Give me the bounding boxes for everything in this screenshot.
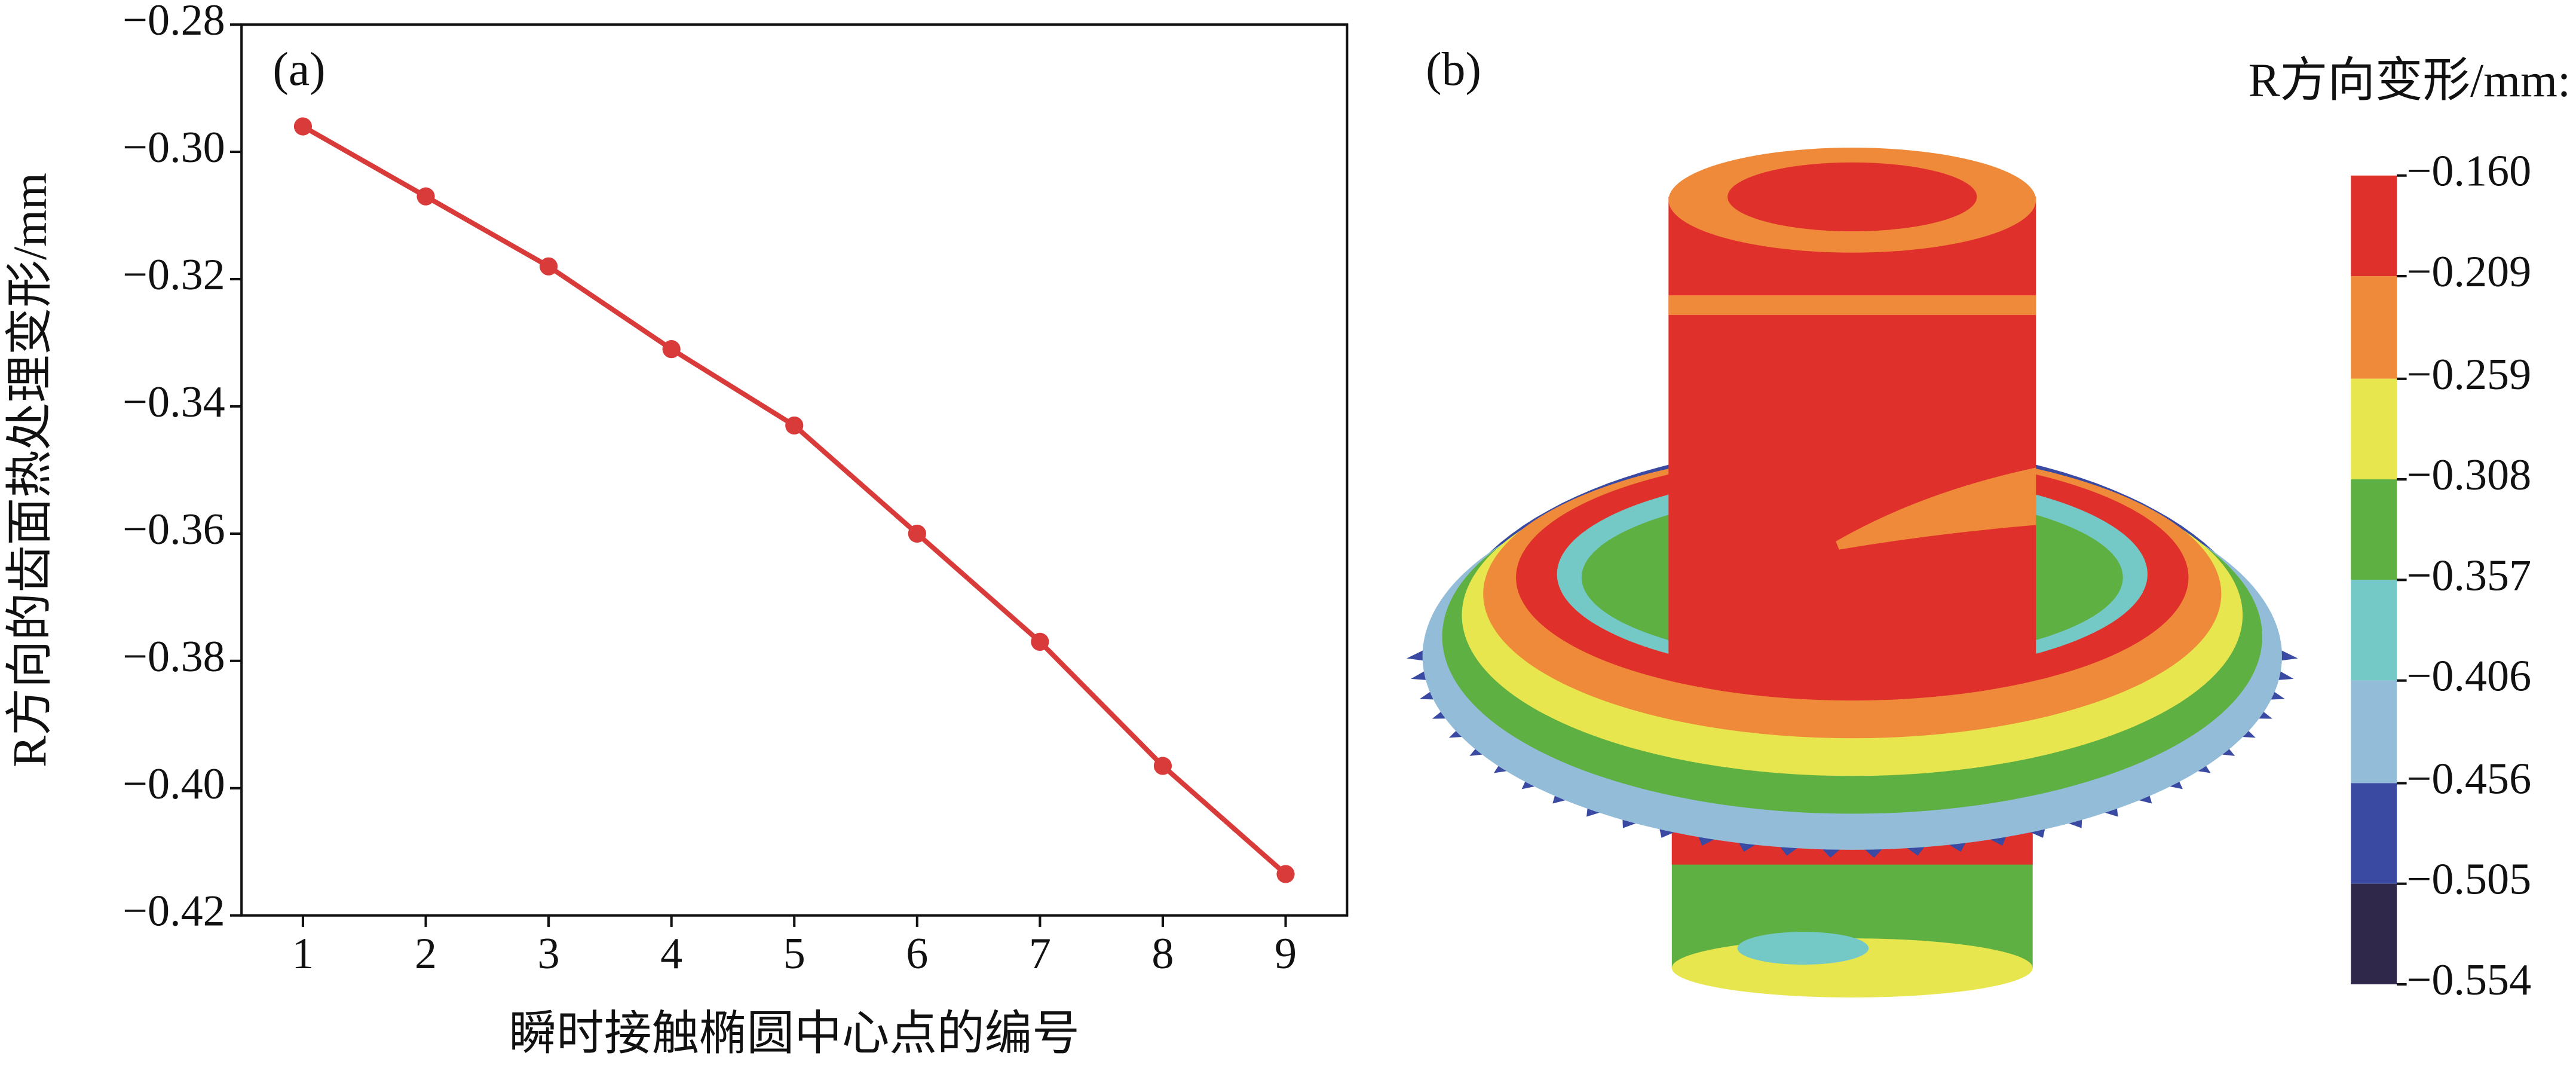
x-axis-label: 瞬时接触椭圆中心点的编号 bbox=[509, 1008, 1080, 1060]
data-point bbox=[785, 416, 804, 435]
shaft-ring bbox=[1668, 295, 2036, 316]
lower-spot bbox=[1737, 932, 1869, 965]
colorbar-segment bbox=[2351, 783, 2397, 884]
x-tick-label: 8 bbox=[1151, 929, 1174, 978]
y-tick-label: −0.32 bbox=[122, 250, 225, 299]
x-tick-label: 4 bbox=[660, 929, 682, 978]
data-point bbox=[293, 117, 313, 136]
x-tick-label: 7 bbox=[1029, 929, 1051, 978]
colorbar-tick-label: −0.456 bbox=[2407, 754, 2532, 803]
data-point bbox=[908, 524, 926, 543]
colorbar-segment bbox=[2351, 378, 2397, 480]
colorbar-tick-label: −0.554 bbox=[2407, 956, 2532, 1005]
colorbar-tick-label: −0.505 bbox=[2407, 855, 2532, 904]
upper-shaft bbox=[1668, 197, 2036, 657]
shaft-bore bbox=[1727, 162, 1977, 232]
data-line bbox=[301, 124, 1288, 876]
colorbar-tick-label: −0.259 bbox=[2407, 350, 2532, 399]
shaft-patch bbox=[1836, 467, 2036, 550]
x-tick-label: 9 bbox=[1275, 929, 1297, 978]
x-tick-label: 2 bbox=[415, 929, 437, 978]
colorbar-tick-label: −0.160 bbox=[2407, 147, 2532, 196]
x-tick-label: 6 bbox=[906, 929, 928, 978]
colorbar-segment bbox=[2351, 580, 2397, 681]
y-tick-label: −0.30 bbox=[122, 123, 225, 172]
colorbar-segment bbox=[2351, 680, 2397, 784]
colorbar-segment bbox=[2351, 479, 2397, 580]
colorbar-segment bbox=[2351, 276, 2397, 379]
data-point bbox=[662, 340, 681, 359]
x-tick-label: 3 bbox=[538, 929, 560, 978]
colorbar-tick-label: −0.209 bbox=[2407, 247, 2532, 296]
colorbar-tick-label: −0.357 bbox=[2407, 551, 2532, 600]
y-tick-label: −0.40 bbox=[122, 760, 225, 809]
x-tick-label: 1 bbox=[292, 929, 314, 978]
colorbar-tick-label: −0.406 bbox=[2407, 652, 2532, 701]
y-tick-label: −0.28 bbox=[122, 0, 225, 45]
data-point bbox=[416, 187, 435, 206]
upper-shaft-foot bbox=[1668, 620, 2036, 693]
colorbar-segment bbox=[2351, 883, 2397, 985]
panel-label: (b) bbox=[1426, 43, 1481, 96]
colorbar-tick-label: −0.308 bbox=[2407, 451, 2532, 500]
colorbar-title: R方向变形/mm: bbox=[2249, 54, 2571, 107]
y-axis-label: R方向的齿面热处理变形/mm bbox=[4, 173, 57, 767]
panel-label: (a) bbox=[272, 43, 325, 96]
colorbar-segment bbox=[2351, 175, 2397, 277]
gear-render bbox=[1406, 148, 2298, 997]
y-tick-label: −0.42 bbox=[122, 887, 225, 936]
y-tick-label: −0.38 bbox=[122, 632, 225, 681]
data-point bbox=[540, 257, 558, 276]
data-point bbox=[1276, 865, 1295, 883]
x-tick-label: 5 bbox=[783, 929, 805, 978]
data-point bbox=[1031, 632, 1049, 651]
data-point bbox=[1153, 757, 1172, 775]
y-tick-label: −0.34 bbox=[122, 378, 225, 427]
y-tick-label: −0.36 bbox=[122, 505, 225, 554]
